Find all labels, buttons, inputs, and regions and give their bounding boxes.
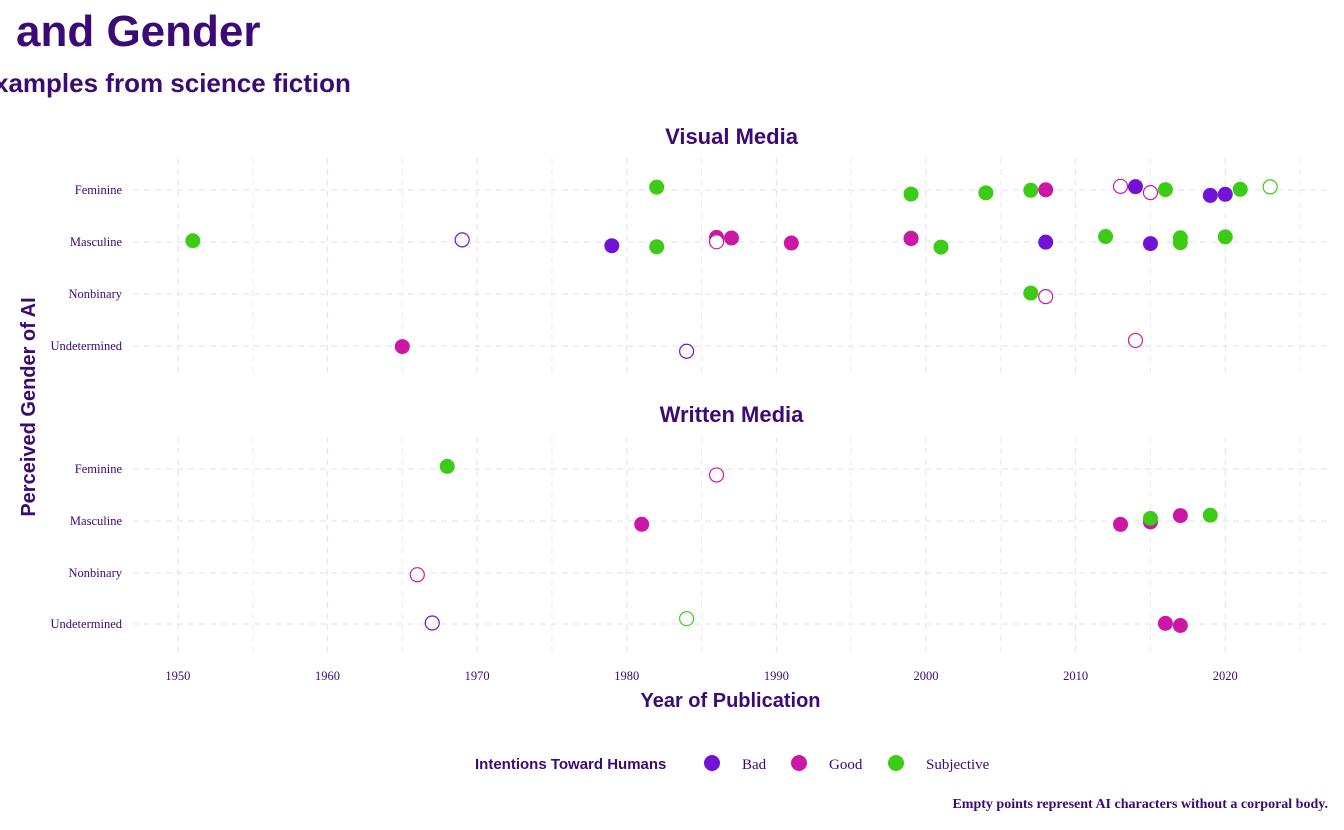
visual-media-point bbox=[1217, 186, 1233, 202]
visual-media-point bbox=[1038, 289, 1054, 305]
written-media-point bbox=[1157, 615, 1173, 631]
chart-caption: Empty points represent AI characters wit… bbox=[952, 797, 1328, 812]
y-axis-title: Perceived Gender of AI bbox=[18, 297, 40, 516]
visual-media-point bbox=[649, 239, 665, 255]
visual-media-point bbox=[1142, 236, 1158, 252]
visual-media-point bbox=[1217, 229, 1233, 245]
written-media-ytick-nonbinary: Nonbinary bbox=[69, 566, 123, 580]
visual-media-point bbox=[604, 238, 620, 254]
legend-key-good bbox=[791, 755, 807, 771]
x-tick-label: 1980 bbox=[614, 669, 639, 683]
visual-media-point bbox=[1023, 182, 1039, 198]
x-tick-label: 2000 bbox=[914, 669, 939, 683]
chart-subtitle: xamples from science fiction bbox=[0, 68, 351, 98]
legend-label-good: Good bbox=[829, 757, 863, 773]
written-media-point bbox=[1202, 507, 1218, 523]
x-axis-title: Year of Publication bbox=[640, 690, 820, 712]
visual-media-point bbox=[708, 234, 725, 250]
written-media-point bbox=[708, 467, 725, 483]
x-tick-label: 2010 bbox=[1063, 669, 1088, 683]
visual-media-ytick-masculine: Masculine bbox=[70, 235, 123, 249]
visual-media-ytick-feminine: Feminine bbox=[75, 183, 123, 197]
x-tick-label: 1970 bbox=[465, 669, 490, 683]
visual-media-point bbox=[933, 239, 949, 255]
visual-media-point bbox=[903, 231, 919, 247]
written-media-point bbox=[439, 458, 455, 474]
written-media-point bbox=[634, 516, 650, 532]
visual-media-point bbox=[454, 232, 470, 248]
visual-media-point bbox=[1038, 182, 1054, 198]
x-tick-label: 2020 bbox=[1213, 669, 1238, 683]
written-media-point bbox=[1142, 510, 1158, 526]
written-media-ytick-feminine: Feminine bbox=[75, 462, 123, 476]
legend-label-subjective: Subjective bbox=[926, 757, 990, 773]
visual-media-point bbox=[1202, 187, 1218, 203]
chart-title: and Gender bbox=[16, 7, 261, 56]
legend-key-subjective bbox=[888, 755, 904, 771]
x-tick-label: 1990 bbox=[764, 669, 789, 683]
visual-media-point bbox=[1127, 332, 1144, 349]
visual-media-point bbox=[903, 186, 919, 202]
visual-media-ytick-undetermined: Undetermined bbox=[50, 339, 122, 353]
visual-media-point bbox=[1038, 234, 1054, 250]
visual-media-point bbox=[978, 185, 994, 201]
written-media-point bbox=[1172, 508, 1188, 524]
visual-media-point bbox=[1142, 185, 1159, 201]
visual-media-point bbox=[783, 235, 799, 251]
legend-key-bad bbox=[704, 755, 720, 771]
visual-media-point bbox=[394, 339, 410, 355]
legend-title: Intentions Toward Humans bbox=[475, 756, 666, 773]
visual-media-point bbox=[1172, 235, 1188, 251]
written-media-point bbox=[679, 611, 695, 627]
visual-media-point bbox=[649, 179, 665, 195]
visual-media-point bbox=[1232, 181, 1248, 197]
written-media-point bbox=[1113, 516, 1129, 532]
visual-media-point bbox=[1127, 179, 1143, 195]
visual-media-point bbox=[1023, 285, 1039, 301]
written-media-ytick-masculine: Masculine bbox=[70, 514, 123, 528]
x-tick-label: 1960 bbox=[315, 669, 340, 683]
written-media-panel-title: Written Media bbox=[660, 402, 805, 427]
written-media-point bbox=[409, 567, 425, 583]
visual-media-point bbox=[1262, 179, 1278, 195]
legend-label-bad: Bad bbox=[742, 757, 767, 773]
visual-media-point bbox=[1098, 229, 1114, 245]
written-media-ytick-undetermined: Undetermined bbox=[50, 617, 122, 631]
written-media-point bbox=[1172, 618, 1188, 633]
visual-media-panel-title: Visual Media bbox=[665, 124, 799, 149]
visual-media-point bbox=[1157, 182, 1173, 198]
visual-media-point bbox=[724, 230, 739, 246]
visual-media-ytick-nonbinary: Nonbinary bbox=[69, 287, 123, 301]
visual-media-point bbox=[679, 343, 695, 359]
visual-media-point bbox=[1112, 178, 1129, 194]
written-media-point bbox=[424, 615, 440, 631]
visual-media-point bbox=[185, 233, 201, 249]
x-tick-label: 1950 bbox=[165, 669, 190, 683]
